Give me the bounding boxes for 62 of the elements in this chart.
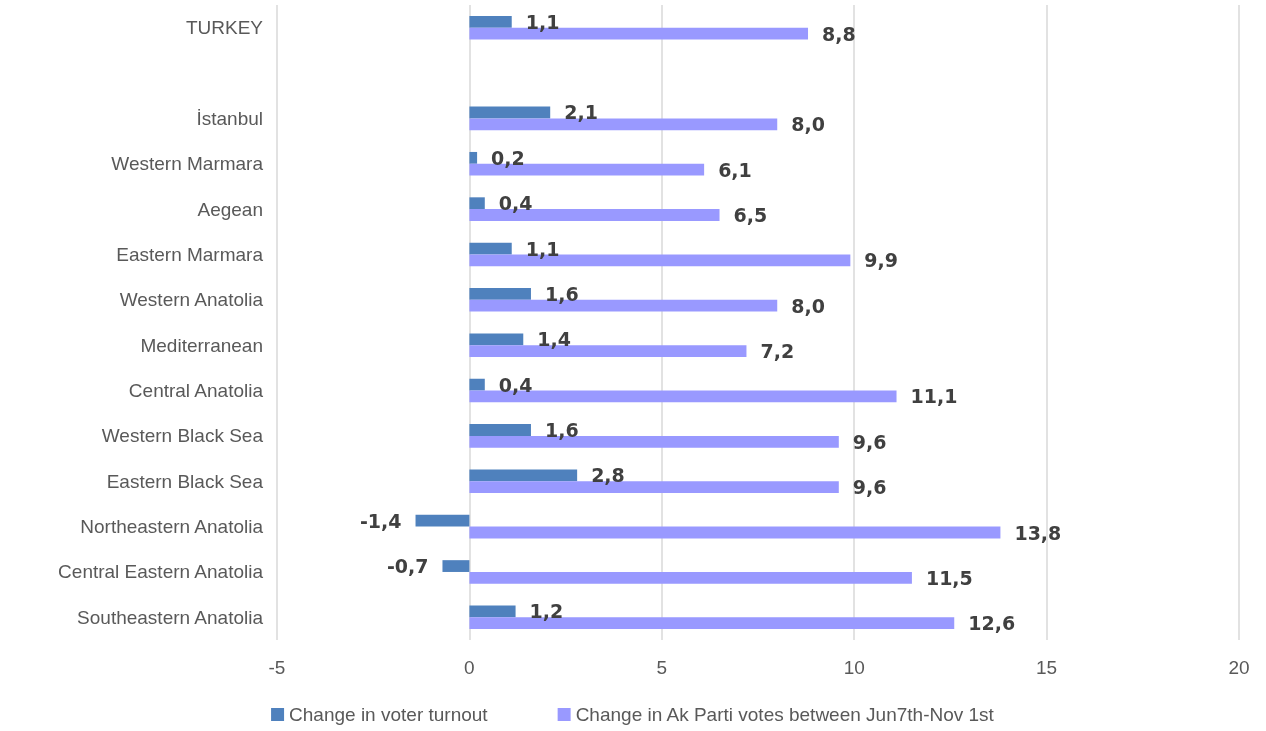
data-label: -0,7 — [386, 555, 429, 578]
data-label: 11,1 — [910, 385, 958, 408]
y-tick-label: Northeastern Anatolia — [80, 516, 264, 538]
data-label: 9,6 — [852, 430, 887, 453]
data-label: 0,2 — [491, 146, 525, 169]
data-label: 9,6 — [852, 476, 887, 499]
data-label: 0,4 — [498, 373, 533, 396]
data-label: 0,4 — [498, 192, 533, 215]
data-label: 8,0 — [791, 113, 825, 136]
data-label: 1,2 — [529, 600, 564, 623]
data-label: 12,6 — [968, 612, 1016, 635]
bar — [469, 378, 485, 391]
data-label: 1,4 — [537, 328, 571, 351]
y-tick-label: Western Black Sea — [101, 425, 264, 447]
data-label: 11,5 — [925, 566, 973, 589]
x-tick-label: 20 — [1228, 657, 1250, 678]
bar — [469, 242, 512, 255]
y-tick-label: Central Eastern Anatolia — [58, 561, 264, 583]
y-tick-label: Mediterranean — [140, 334, 263, 356]
data-label: 6,5 — [733, 204, 768, 226]
data-label: 9,9 — [864, 249, 899, 272]
x-tick-label: 10 — [843, 657, 865, 678]
data-label: 6,1 — [718, 158, 752, 181]
x-tick-label: 15 — [1036, 657, 1058, 678]
y-tick-label: Western Marmara — [111, 153, 264, 175]
data-label: 2,1 — [564, 101, 598, 124]
data-label: 1,6 — [544, 282, 579, 305]
bar — [469, 571, 912, 584]
bar — [469, 15, 512, 28]
data-label: 8,8 — [822, 22, 856, 45]
data-label: -1,4 — [359, 509, 402, 532]
bar — [469, 469, 578, 482]
bar — [469, 106, 551, 119]
bar — [469, 151, 478, 164]
y-tick-label: Eastern Marmara — [116, 243, 264, 265]
x-tick-label: 5 — [656, 657, 668, 678]
bar — [469, 288, 531, 300]
bar — [469, 605, 516, 618]
bar — [415, 514, 470, 527]
legend-label: Change in Ak Parti votes between Jun7th-Nov 1st — [575, 704, 995, 725]
legend-label: Change in voter turnout — [289, 704, 489, 725]
data-label: 1,6 — [544, 419, 579, 441]
bar — [442, 560, 470, 572]
bar — [469, 424, 531, 436]
data-label: 13,8 — [1014, 521, 1062, 544]
data-label: 8,0 — [791, 294, 825, 317]
y-tick-label: İstanbul — [196, 107, 263, 129]
y-tick-label: Western Anatolia — [119, 289, 264, 311]
bar — [469, 197, 485, 210]
y-tick-label: Central Anatolia — [128, 380, 264, 402]
y-tick-label: Eastern Black Sea — [106, 470, 264, 492]
x-tick-label: 0 — [464, 657, 475, 678]
data-label: 2,8 — [591, 464, 625, 487]
x-tick-label: -5 — [268, 657, 286, 678]
data-label: 7,2 — [760, 340, 795, 363]
bar — [469, 526, 1001, 539]
data-label: 1,1 — [525, 10, 560, 33]
y-tick-label: TURKEY — [185, 17, 264, 39]
data-label: 1,1 — [525, 237, 560, 260]
bar — [469, 333, 524, 346]
y-tick-label: Aegean — [197, 198, 263, 220]
y-tick-label: Southeastern Anatolia — [77, 606, 264, 628]
